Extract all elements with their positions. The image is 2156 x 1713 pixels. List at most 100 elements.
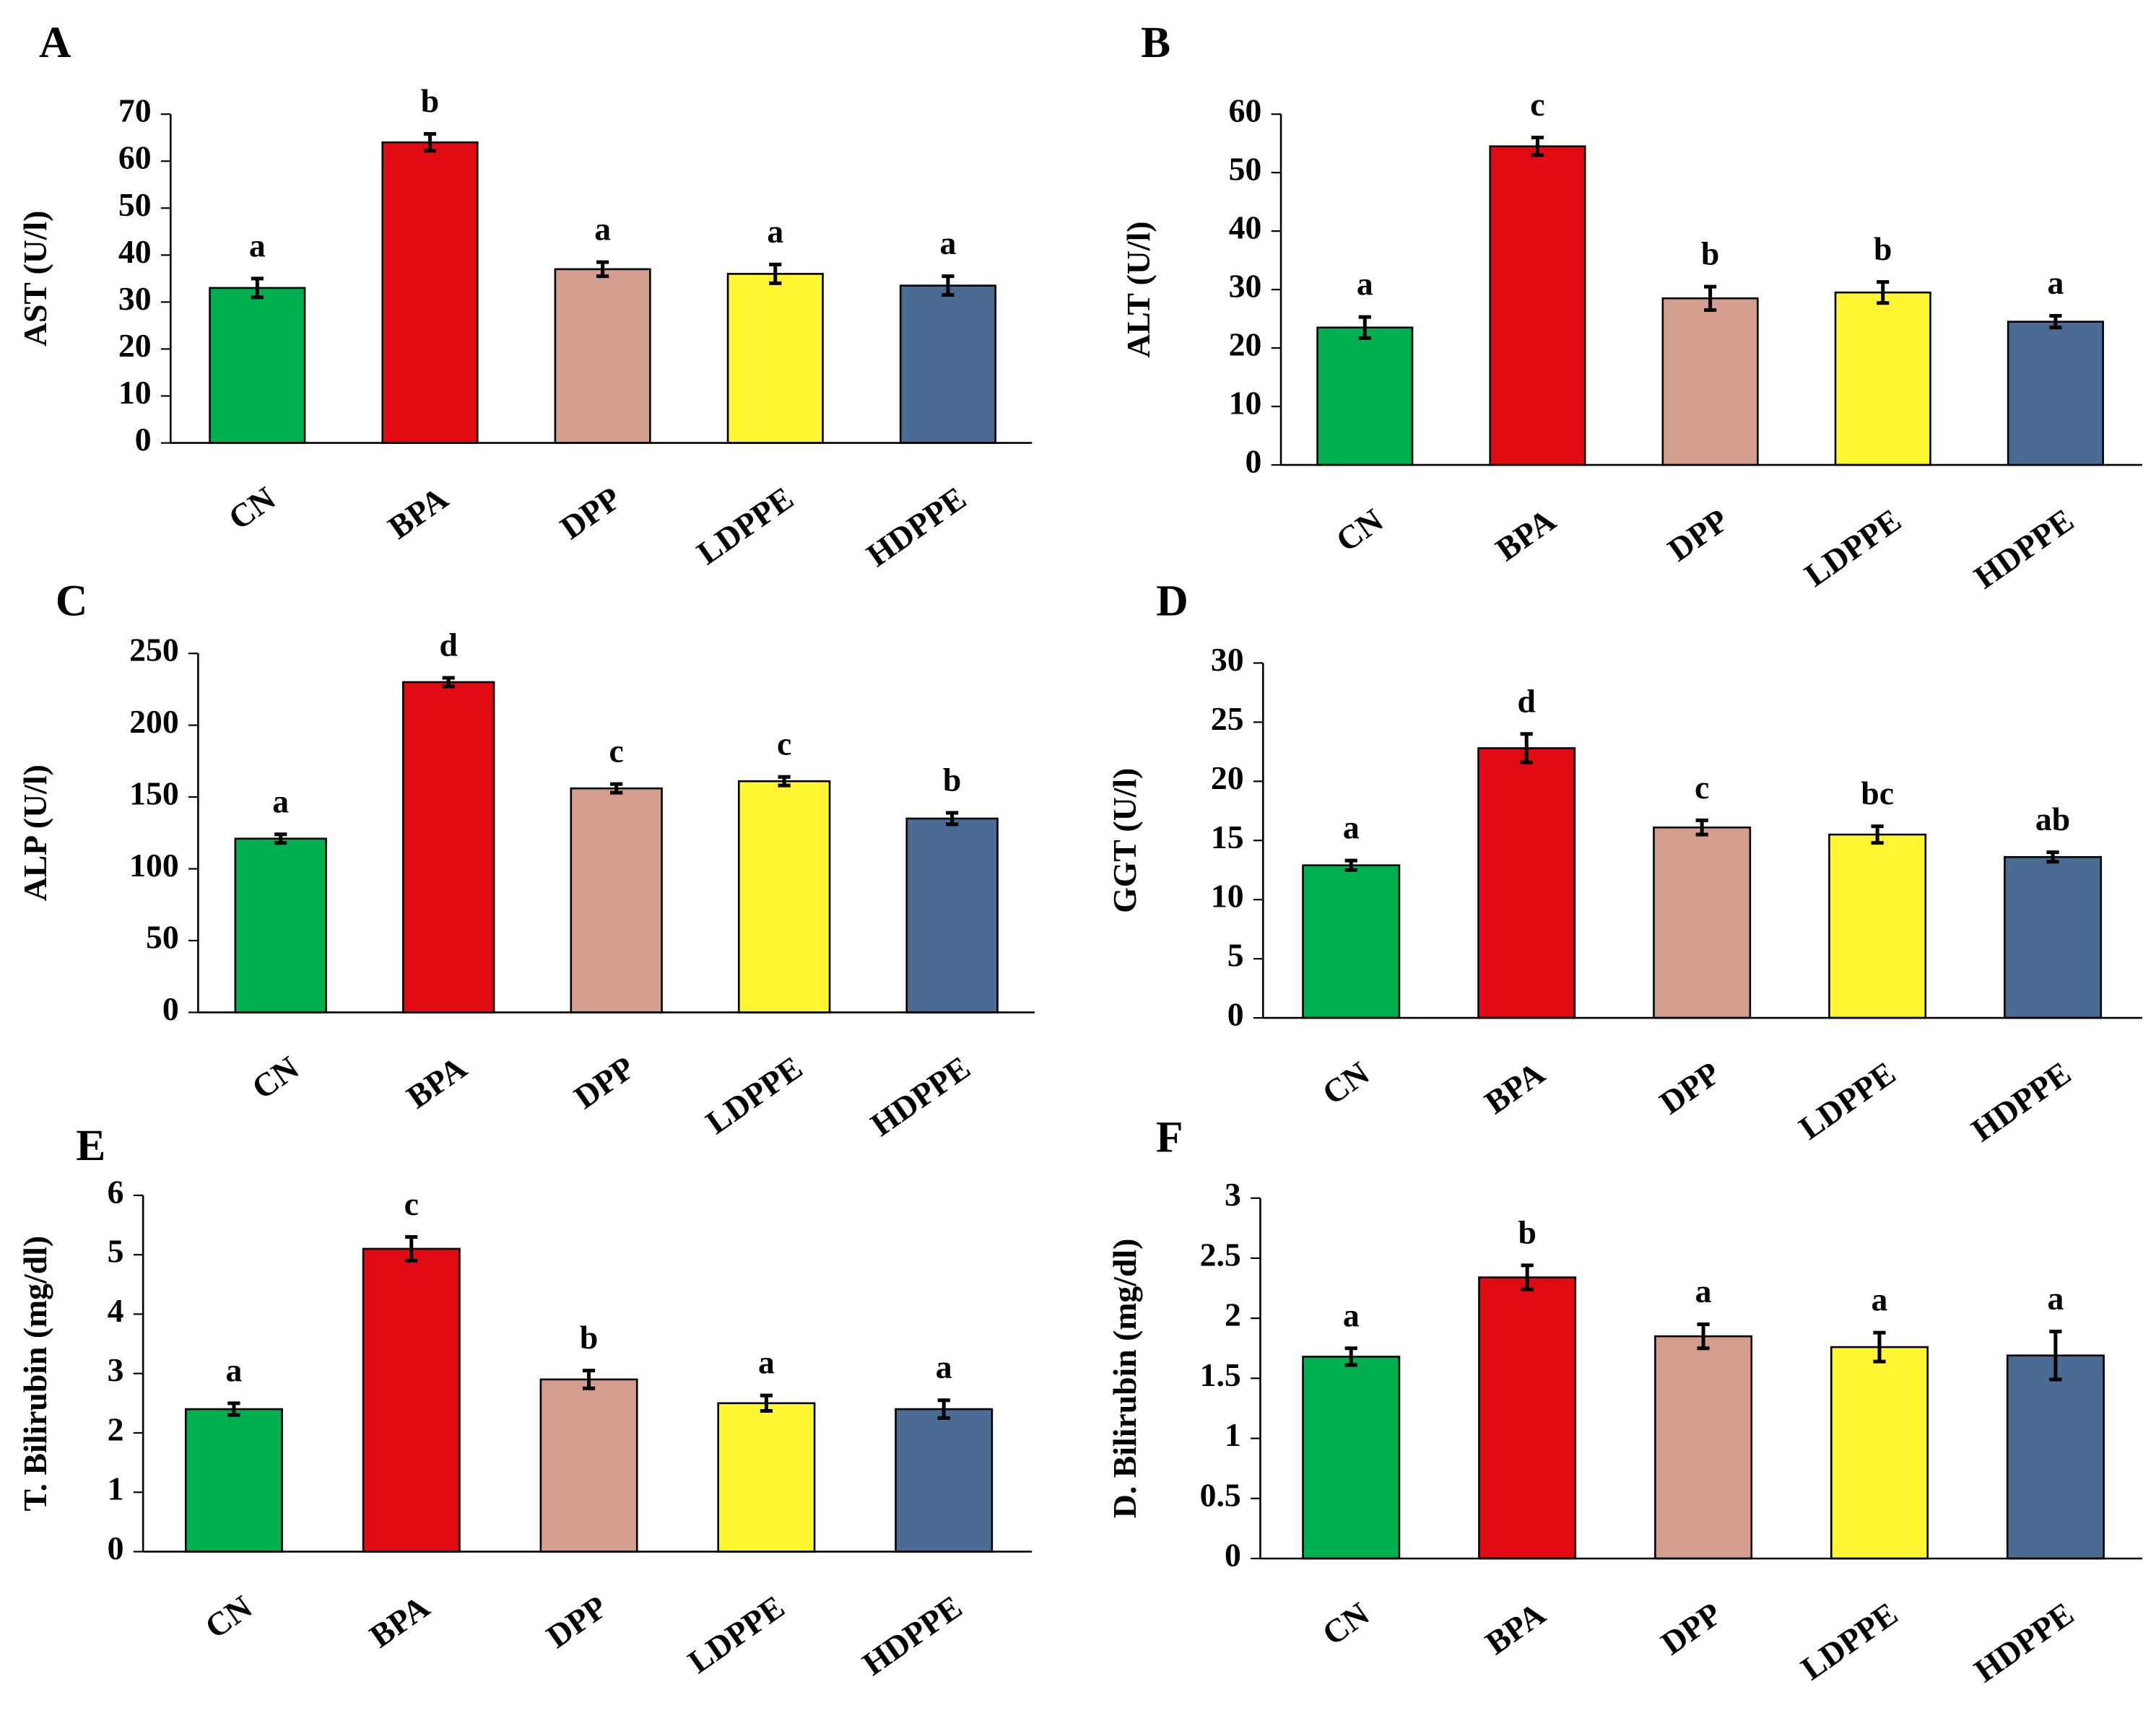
x-tick-label: CN	[245, 1049, 305, 1107]
x-tick-label: LDPPE	[1798, 502, 1908, 594]
y-tick-label: 40	[118, 233, 152, 270]
bar-hdppe	[2004, 855, 2103, 1019]
y-tick-label: 150	[129, 775, 179, 812]
y-axis-title: ALP (U/l)	[17, 764, 53, 901]
x-tick-label: BPA	[381, 479, 454, 546]
x-tick-label: DPP	[1654, 1595, 1728, 1662]
y-tick-label: 5	[108, 1233, 124, 1270]
significance-letter: b	[1518, 1213, 1536, 1250]
x-tick-label: HDPPE	[1965, 1055, 2077, 1149]
y-tick-label: 2.5	[1200, 1236, 1241, 1273]
x-tick-label: CN	[199, 1588, 258, 1646]
bar-bpa	[1477, 747, 1576, 1019]
significance-letter: a	[1343, 809, 1360, 846]
y-tick-label: 20	[1229, 326, 1262, 363]
y-axis-title: ALT (U/l)	[1120, 221, 1157, 357]
panel-d: D 0 5 10 15 20 25 30 GGT (U/l) a CN d BPA c DPP bc LDPPE…	[1106, 577, 2142, 1149]
x-tick-label: BPA	[362, 1588, 435, 1655]
significance-letter: b	[1701, 235, 1719, 272]
panel-label: B	[1141, 18, 1170, 67]
x-tick-label: LDPPE	[1794, 1595, 1904, 1687]
y-tick-label: 50	[1229, 151, 1262, 188]
significance-letter: bc	[1861, 775, 1894, 811]
y-tick-label: 0	[135, 421, 152, 458]
bar-cn	[234, 837, 327, 1014]
x-tick-label: HDPPE	[864, 1049, 977, 1143]
significance-letter: d	[1517, 682, 1535, 719]
x-tick-label: DPP	[1661, 502, 1735, 569]
panel-label: A	[39, 18, 71, 67]
x-tick-label: BPA	[1478, 1055, 1551, 1121]
significance-letter: b	[1874, 230, 1892, 267]
panel-label: F	[1156, 1113, 1183, 1162]
significance-letter: a	[2047, 264, 2064, 301]
panel-label: E	[76, 1121, 105, 1170]
bar-hdppe	[895, 1408, 994, 1553]
y-tick-label: 10	[118, 374, 152, 411]
y-tick-label: 10	[1229, 385, 1262, 422]
significance-letter: a	[1357, 266, 1373, 302]
y-tick-label: 100	[129, 847, 179, 884]
y-tick-label: 60	[118, 139, 152, 176]
y-tick-label: 200	[129, 703, 179, 740]
y-tick-label: 25	[1211, 700, 1244, 737]
bar-ldppe	[1834, 291, 1931, 466]
y-axis-title: AST (U/l)	[17, 211, 53, 346]
x-tick-label: BPA	[400, 1049, 473, 1115]
y-tick-label: 2	[108, 1411, 124, 1447]
y-tick-label: 20	[118, 327, 152, 364]
y-tick-label: 3	[108, 1351, 124, 1388]
panel-e: E 0 1 2 3 4 5 6 T. Bilirubin (mg/dl) a CN c BPA b DPP a…	[17, 1121, 1033, 1683]
y-tick-label: 50	[118, 186, 152, 223]
panel-c: C 0 50 100 150 200 250 ALP (U/l) a CN d BPA c DPP c LDP…	[17, 577, 1035, 1143]
significance-letter: a	[594, 211, 611, 248]
x-tick-label: CN	[1329, 502, 1389, 559]
y-tick-label: 1	[108, 1470, 124, 1507]
bar-bpa	[1478, 1276, 1577, 1560]
x-tick-label: LDPPE	[1792, 1055, 1902, 1147]
bar-cn	[1302, 864, 1401, 1019]
bar-dpp	[554, 268, 651, 444]
y-tick-label: 70	[118, 92, 152, 129]
bar-bpa	[381, 141, 479, 444]
y-tick-label: 4	[108, 1292, 124, 1329]
y-axis-title: D. Bilirubin (mg/dl)	[1106, 1239, 1143, 1518]
x-tick-label: DPP	[568, 1049, 641, 1116]
x-tick-label: BPA	[1479, 1595, 1552, 1661]
bar-bpa	[362, 1247, 461, 1553]
y-tick-label: 30	[1229, 268, 1262, 305]
y-axis-title: GGT (U/l)	[1106, 768, 1143, 913]
y-tick-label: 0	[1225, 1536, 1241, 1573]
significance-letter: a	[936, 1348, 952, 1385]
bar-ldppe	[717, 1402, 816, 1553]
significance-letter: a	[767, 213, 783, 250]
x-tick-label: BPA	[1489, 502, 1562, 568]
x-tick-label: CN	[222, 479, 282, 537]
bar-cn	[184, 1408, 283, 1553]
x-tick-label: DPP	[540, 1588, 614, 1655]
y-axis-title: T. Bilirubin (mg/dl)	[17, 1236, 53, 1512]
y-tick-label: 0	[162, 990, 179, 1027]
significance-letter: c	[1695, 769, 1709, 806]
bar-cn	[209, 287, 306, 444]
bar-ldppe	[737, 780, 831, 1014]
y-tick-label: 50	[146, 919, 179, 956]
y-tick-label: 1.5	[1200, 1356, 1241, 1393]
x-tick-label: LDPPE	[681, 1588, 791, 1681]
significance-letter: a	[2047, 1280, 2064, 1317]
x-tick-label: HDPPE	[856, 1588, 968, 1683]
y-tick-label: 0	[1227, 996, 1244, 1033]
y-tick-label: 6	[108, 1173, 124, 1210]
significance-letter: a	[1872, 1281, 1888, 1318]
y-tick-label: 10	[1211, 878, 1244, 915]
y-tick-label: 15	[1211, 819, 1244, 855]
panel-label: D	[1156, 577, 1188, 626]
panel-label: C	[56, 577, 87, 626]
significance-letter: a	[226, 1351, 243, 1388]
bar-bpa	[1489, 145, 1586, 466]
x-tick-label: LDPPE	[699, 1049, 809, 1141]
x-tick-label: HDPPE	[1968, 502, 2080, 596]
y-tick-label: 1	[1225, 1416, 1241, 1453]
y-tick-label: 20	[1211, 759, 1244, 796]
y-tick-label: 30	[1211, 641, 1244, 678]
